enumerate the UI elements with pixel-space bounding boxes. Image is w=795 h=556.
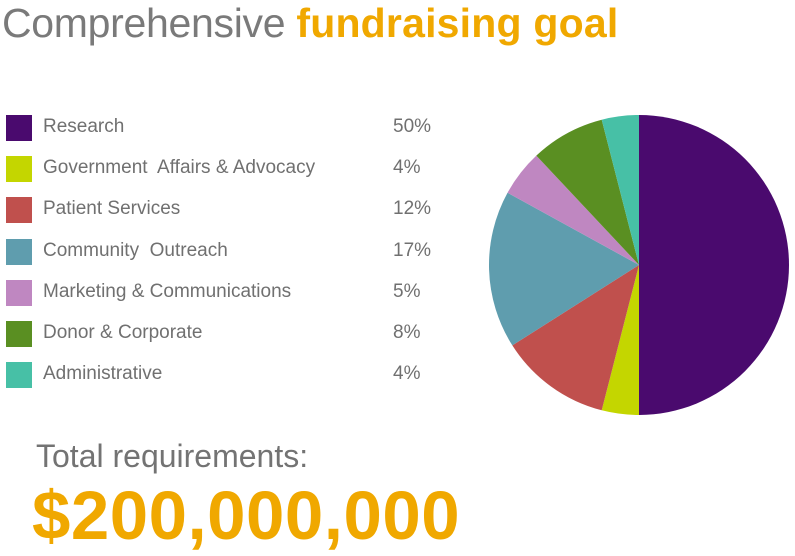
legend-swatch [6, 156, 32, 183]
total-requirements-label: Total requirements: [36, 438, 309, 474]
pie-slice [488, 192, 639, 346]
pie-chart [488, 115, 789, 415]
legend-item: Research 50% [6, 113, 446, 154]
legend-item: Marketing & Communications 5% [6, 278, 446, 319]
legend-value: 12% [393, 198, 432, 220]
pie-slice [601, 265, 639, 415]
legend-value: 4% [393, 157, 421, 179]
legend-label: Marketing & Communications [43, 280, 292, 302]
legend-item: Government Affairs & Advocacy 4% [6, 154, 446, 195]
legend-label: Administrative [43, 363, 163, 385]
legend-item: Community Outreach 17% [6, 237, 446, 278]
pie-slice [507, 155, 639, 265]
legend-item: Administrative 4% [6, 360, 446, 401]
title-plain: Comprehensive [2, 0, 286, 46]
legend-label: Government Affairs & Advocacy [43, 157, 316, 179]
pie-slice [536, 119, 639, 266]
legend-label: Research [43, 116, 125, 137]
legend-swatch [6, 279, 32, 306]
legend-item: Patient Services 12% [6, 195, 446, 236]
legend-value: 4% [393, 363, 421, 385]
legend-value: 5% [393, 280, 421, 302]
legend-swatch [6, 238, 32, 265]
legend-value: 50% [393, 116, 432, 137]
legend-item: Donor & Corporate 8% [6, 319, 446, 360]
pie-slice [639, 115, 789, 415]
pie-slice [601, 115, 639, 265]
legend-label: Patient Services [43, 198, 181, 220]
pie-slice [512, 265, 639, 411]
chart-legend: Research 50% Government Affairs & Advocacy… [6, 113, 446, 401]
legend-swatch [6, 362, 32, 389]
legend-swatch [6, 320, 32, 347]
title-accent: fundraising goal [296, 0, 619, 46]
page-title: Comprehensive fundraising goal [2, 0, 618, 48]
legend-swatch [6, 197, 32, 224]
legend-label: Donor & Corporate [43, 321, 203, 343]
legend-label: Community Outreach [43, 239, 228, 261]
legend-value: 17% [393, 239, 432, 261]
legend-value: 8% [393, 321, 421, 343]
total-requirements-value: $200,000,000 [32, 477, 461, 554]
legend-swatch [6, 115, 32, 141]
